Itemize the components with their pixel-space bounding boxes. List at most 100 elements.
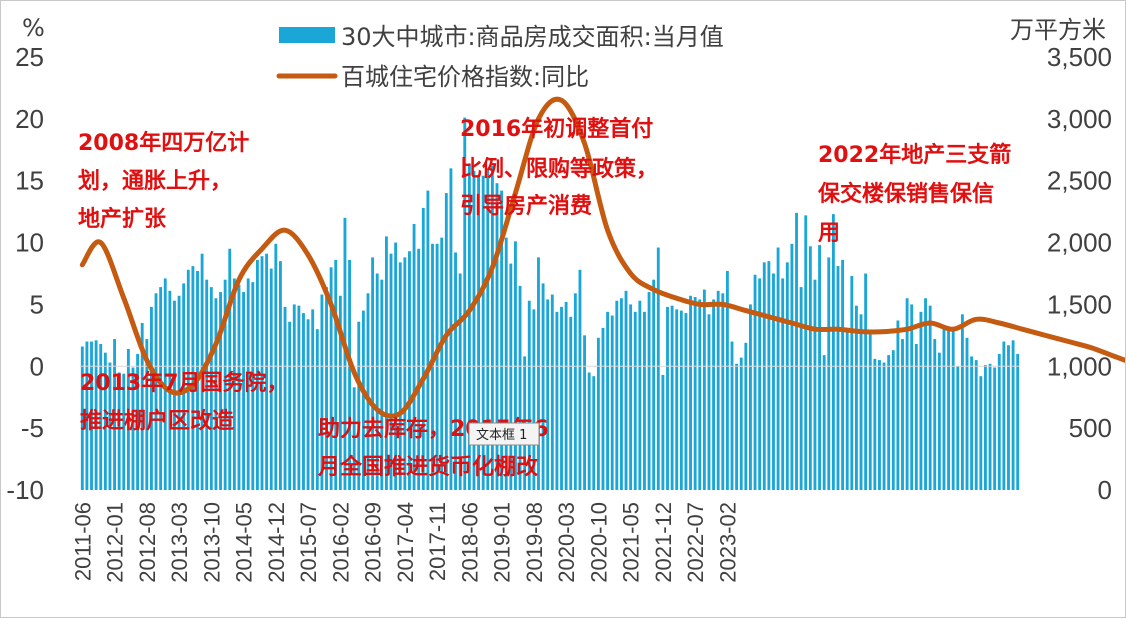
bar: [389, 253, 393, 490]
left-axis-ticks: 25 20 15 10 5 0 -5 -10: [6, 42, 44, 505]
bar: [684, 313, 688, 490]
annotation-2022-line1: 2022年地产三支箭: [818, 142, 1011, 168]
bar: [606, 311, 610, 490]
bar: [352, 387, 356, 490]
bar: [689, 295, 692, 490]
bar: [265, 253, 269, 490]
bar: [914, 344, 918, 490]
bar: [228, 248, 232, 490]
bar: [246, 278, 250, 490]
bar: [984, 365, 987, 490]
left-tick-label: 0: [30, 351, 44, 381]
bar: [841, 259, 845, 490]
bar: [725, 271, 729, 490]
bar: [845, 329, 849, 490]
bar: [679, 310, 683, 490]
bar: [366, 293, 370, 490]
bar: [850, 275, 854, 490]
left-axis-unit: %: [22, 14, 45, 42]
x-tick-label: 2022-07: [683, 502, 708, 583]
bar: [223, 279, 227, 490]
bar: [458, 273, 462, 490]
bar: [302, 313, 305, 490]
annotation-2022-line3: 用: [818, 221, 840, 246]
bar: [242, 292, 246, 490]
bar: [573, 293, 577, 490]
bar: [325, 287, 328, 490]
bar: [652, 279, 656, 490]
bar: [822, 355, 826, 490]
right-tick-label: 0: [1098, 475, 1112, 505]
bar: [85, 341, 89, 490]
annotation-2013: 2013年7月国务院， 推进棚户区改造: [80, 370, 289, 434]
bar: [799, 287, 803, 490]
right-axis-ticks: 3,500 3,000 2,500 2,000 1,500 1,000 500 0: [1047, 42, 1112, 505]
bar: [209, 287, 213, 490]
bar: [398, 262, 402, 490]
annotation-2013-line1: 2013年7月国务院，: [80, 370, 289, 396]
bar: [255, 259, 259, 490]
bar: [136, 353, 140, 490]
bar: [596, 337, 600, 490]
annotation-2008-line2: 划，通胀上升，: [78, 169, 232, 194]
bar: [712, 299, 716, 490]
bar: [412, 224, 416, 490]
bar: [785, 262, 789, 490]
bar: [813, 279, 817, 490]
bar: [633, 311, 637, 490]
annotation-2016-line3: 引导房产消费: [460, 193, 592, 219]
x-tick-label: 2016-09: [361, 502, 386, 583]
bar: [283, 306, 287, 490]
bar: [490, 165, 494, 490]
bar: [467, 163, 471, 490]
bar: [145, 339, 149, 490]
annotation-2015: 助力去库存，2015年6 月全国推进货币化棚改: [317, 416, 549, 480]
bar: [113, 339, 116, 490]
legend-line-label: 百城住宅价格指数:同比: [341, 63, 589, 91]
bar: [205, 279, 209, 490]
x-tick-label: 2021-12: [651, 502, 676, 583]
bar: [103, 352, 107, 490]
x-tick-label: 2023-02: [715, 502, 740, 583]
bar: [859, 314, 863, 490]
bar: [643, 311, 646, 490]
bar: [306, 319, 310, 490]
bar: [592, 376, 596, 490]
bar: [878, 360, 881, 490]
bar: [670, 305, 674, 490]
bar: [970, 356, 974, 490]
bar: [979, 376, 983, 490]
bar: [527, 300, 531, 490]
right-tick-label: 2,500: [1047, 166, 1112, 196]
bar: [781, 278, 785, 490]
bar: [431, 243, 434, 490]
bar: [947, 330, 951, 490]
bar: [638, 300, 642, 490]
bar: [882, 362, 886, 490]
textbox-tag[interactable]: 文本框 1: [468, 422, 540, 446]
x-tick-label: 2012-08: [135, 502, 160, 583]
bar: [1016, 353, 1020, 490]
bar: [656, 247, 660, 490]
bar: [758, 278, 762, 490]
bar: [500, 190, 504, 490]
bar: [232, 278, 236, 490]
bar: [619, 298, 623, 490]
bar: [795, 212, 798, 490]
bar: [836, 266, 840, 490]
bar: [532, 309, 536, 490]
bar: [721, 293, 725, 490]
right-tick-label: 1,500: [1047, 289, 1112, 319]
bar: [767, 261, 771, 490]
bar: [666, 306, 669, 490]
bar: [149, 306, 153, 490]
bar: [154, 293, 158, 490]
price-index-line: [79, 96, 1126, 419]
annotation-2008-line3: 地产扩张: [78, 207, 167, 232]
bar: [320, 294, 324, 490]
x-axis-ticks: 2011-06 2012-01 2012-08 2013-03 2013-10 2014-…: [70, 502, 740, 583]
x-tick-label: 2020-03: [554, 502, 579, 583]
bar: [716, 290, 720, 490]
bar: [753, 274, 757, 490]
